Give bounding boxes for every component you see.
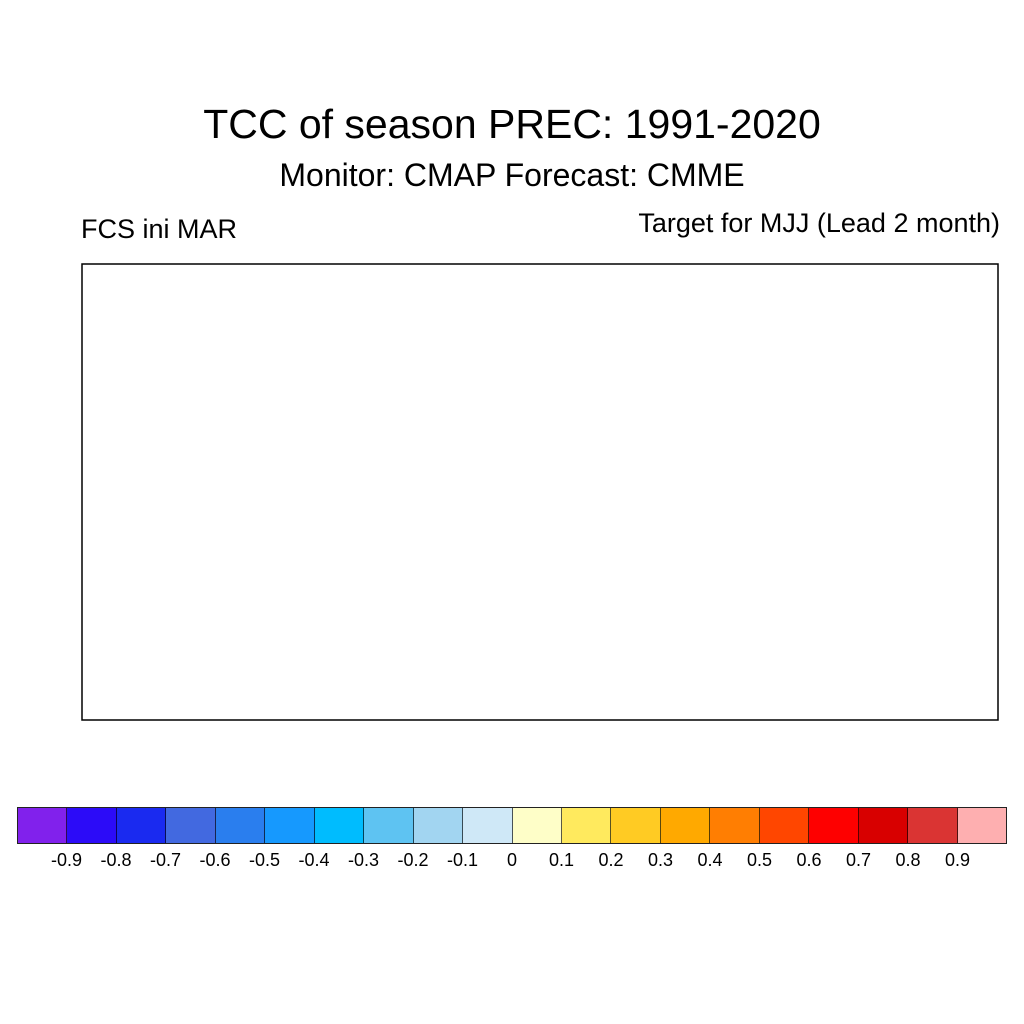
colorbar-tick-label: -0.6 bbox=[199, 850, 231, 870]
colorbar-swatch bbox=[67, 808, 117, 843]
right-string-label: Target for MJJ (Lead 2 month) bbox=[638, 208, 1000, 238]
plot-title: TCC of season PREC: 1991-2020 bbox=[203, 101, 821, 147]
colorbar bbox=[17, 807, 1007, 844]
colorbar-tick-label: 0.1 bbox=[548, 850, 575, 870]
left-string-label: FCS ini MAR bbox=[81, 214, 238, 244]
colorbar-tick-label: 0.9 bbox=[944, 850, 971, 870]
colorbar-tick-label: 0 bbox=[506, 850, 518, 870]
colorbar-swatch bbox=[710, 808, 760, 843]
colorbar-tick-label: 0.8 bbox=[895, 850, 921, 870]
colorbar-tick-label: -0.9 bbox=[50, 850, 83, 870]
colorbar-tick-label: 0.7 bbox=[845, 850, 872, 870]
colorbar-swatch bbox=[908, 808, 958, 843]
colorbar-tick-label: -0.5 bbox=[248, 850, 281, 870]
colorbar-swatch bbox=[957, 808, 1007, 843]
colorbar-swatch bbox=[364, 808, 414, 843]
colorbar-tick-label: -0.3 bbox=[347, 850, 380, 870]
plot-subtitle: Monitor: CMAP Forecast: CMME bbox=[279, 157, 745, 193]
colorbar-swatch bbox=[759, 808, 810, 843]
colorbar-tick-label: -0.1 bbox=[446, 850, 479, 870]
colorbar-tick-label: 0.5 bbox=[746, 850, 773, 870]
colorbar-tick-label: -0.8 bbox=[100, 850, 132, 870]
colorbar-swatch bbox=[265, 808, 315, 843]
colorbar-swatch bbox=[166, 808, 216, 843]
colorbar-tick-label: 0.6 bbox=[796, 850, 822, 870]
colorbar-swatch bbox=[463, 808, 513, 843]
colorbar-tick-label: 0.4 bbox=[697, 850, 723, 870]
colorbar-swatch bbox=[611, 808, 661, 843]
colorbar-tick-label: -0.4 bbox=[298, 850, 330, 870]
colorbar-tick-label: -0.7 bbox=[149, 850, 182, 870]
colorbar-swatch bbox=[413, 808, 464, 843]
colorbar-tick-label: -0.2 bbox=[397, 850, 429, 870]
colorbar-swatch bbox=[116, 808, 167, 843]
colorbar-labels: -0.9 -0.8 -0.7 -0.6 -0.5 -0.4 -0.3 -0.2 -0.1 0 0.1… bbox=[0, 850, 1024, 880]
colorbar-swatch bbox=[18, 808, 68, 843]
colorbar-swatch bbox=[314, 808, 365, 843]
colorbar-swatch bbox=[809, 808, 859, 843]
colorbar-tick-label: 0.2 bbox=[598, 850, 624, 870]
colorbar-swatch bbox=[561, 808, 612, 843]
colorbar-swatch bbox=[512, 808, 562, 843]
colorbar-swatch bbox=[858, 808, 909, 843]
colorbar-swatch bbox=[660, 808, 711, 843]
map-frame bbox=[81, 263, 999, 721]
colorbar-tick-label: 0.3 bbox=[647, 850, 674, 870]
colorbar-swatch bbox=[215, 808, 266, 843]
